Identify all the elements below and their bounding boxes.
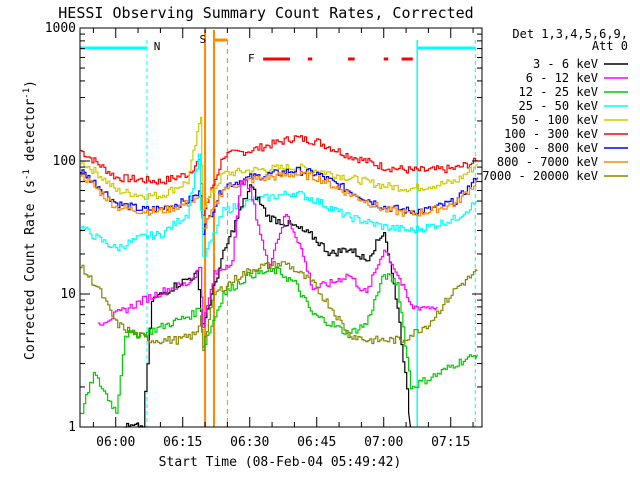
series-line-0 bbox=[80, 135, 478, 216]
legend-label: 100 - 300 keV bbox=[504, 127, 598, 141]
x-axis: 06:00 06:15 06:30 06:45 07:00 07:15 bbox=[92, 28, 474, 450]
y-tick-label: 100 bbox=[53, 154, 76, 169]
legend-label: 3 - 6 keV bbox=[533, 57, 598, 71]
plot-frame bbox=[79, 27, 483, 428]
y-tick-label: 1000 bbox=[45, 21, 76, 36]
x-tick-label: 06:45 bbox=[297, 435, 336, 450]
series-line-6 bbox=[97, 179, 438, 328]
series-line-8 bbox=[80, 261, 478, 352]
legend-label: 7000 - 20000 keV bbox=[482, 169, 598, 183]
annotation-f: F bbox=[248, 52, 255, 65]
legend-label: 300 - 800 keV bbox=[504, 141, 598, 155]
series-line-2 bbox=[80, 166, 479, 235]
y-axis-label: Corrected Count Rate (s-1 detector-1) bbox=[22, 80, 38, 360]
x-tick-label: 07:00 bbox=[364, 435, 403, 450]
chart-title: HESSI Observing Summary Count Rates, Cor… bbox=[58, 4, 473, 22]
x-axis-label: Start Time (08-Feb-04 05:49:42) bbox=[159, 455, 402, 470]
series-line-5 bbox=[124, 184, 412, 428]
y-tick-label: 1 bbox=[68, 420, 76, 435]
y-axis: 1 10 100 1000 bbox=[45, 21, 482, 435]
legend-label: 800 - 7000 keV bbox=[497, 155, 598, 169]
annotation-s: S bbox=[200, 33, 207, 46]
series-line-4 bbox=[80, 153, 478, 257]
legend-header-1: Det 1,3,4,5,6,9, bbox=[512, 27, 628, 41]
legend-header-2: Att 0 bbox=[592, 39, 628, 53]
legend-label: 50 - 100 keV bbox=[511, 113, 598, 127]
series-layer bbox=[80, 116, 479, 428]
x-tick-label: 06:15 bbox=[163, 435, 202, 450]
x-tick-label: 06:30 bbox=[230, 435, 269, 450]
annotation-n: N bbox=[154, 40, 161, 53]
legend-label: 12 - 25 keV bbox=[519, 85, 598, 99]
y-tick-label: 10 bbox=[60, 287, 76, 302]
legend-label: 25 - 50 keV bbox=[519, 99, 598, 113]
annotations: N S F bbox=[154, 33, 255, 65]
x-tick-label: 07:15 bbox=[431, 435, 470, 450]
series-line-3 bbox=[80, 170, 478, 230]
x-tick-label: 06:00 bbox=[96, 435, 135, 450]
legend-label: 6 - 12 keV bbox=[526, 71, 598, 85]
series-line-1 bbox=[80, 116, 478, 210]
series-line-7 bbox=[80, 266, 479, 415]
